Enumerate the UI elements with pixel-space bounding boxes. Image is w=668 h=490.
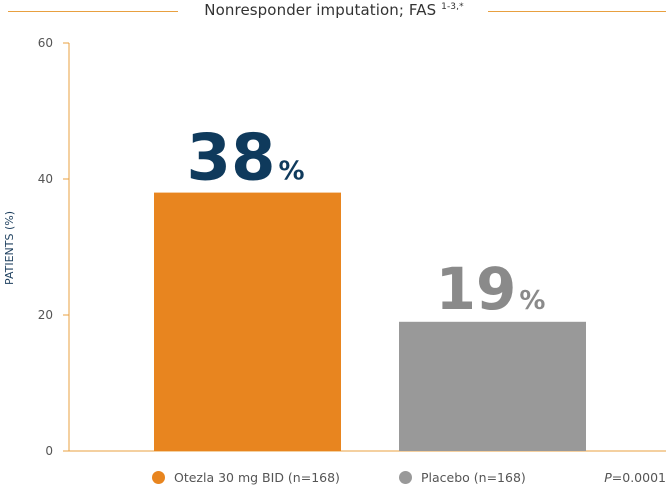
legend-swatch-placebo [399,471,412,484]
y-tick-label: 0 [45,444,53,458]
heading-rule-right [488,11,666,12]
bar-placebo [399,321,586,451]
value-label-percent: % [279,157,305,187]
legend-item-otezla: Otezla 30 mg BID (n=168) [152,470,340,485]
chart-heading: Nonresponder imputation; FAS 1-3,* [0,0,668,24]
legend-label-placebo: Placebo (n=168) [421,470,526,485]
value-label-percent: % [519,286,545,316]
p-value: P=0.0001 [604,470,666,485]
legend: Otezla 30 mg BID (n=168) Placebo (n=168)… [0,470,668,490]
legend-item-placebo: Placebo (n=168) [399,470,526,485]
value-label-placebo: 19% [436,255,546,323]
value-label-number: 38 [186,122,275,196]
heading-rule-left [8,11,178,12]
value-labels: 38 %19% [186,122,545,323]
y-tick-label: 40 [38,172,53,186]
bars [154,192,586,451]
value-label-number: 19 [436,255,517,323]
y-axis-label: PATIENTS (%) [3,211,16,285]
y-tick-label: 20 [38,308,53,322]
legend-swatch-otezla [152,471,165,484]
y-tick-label: 60 [38,36,53,50]
heading-title: Nonresponder imputation; FAS 1-3,* [196,1,472,19]
heading-footnote-ref: 1-3,* [441,2,464,12]
legend-label-otezla: Otezla 30 mg BID (n=168) [174,470,340,485]
bar-otezla [154,192,341,451]
value-label-otezla: 38% [186,122,304,196]
